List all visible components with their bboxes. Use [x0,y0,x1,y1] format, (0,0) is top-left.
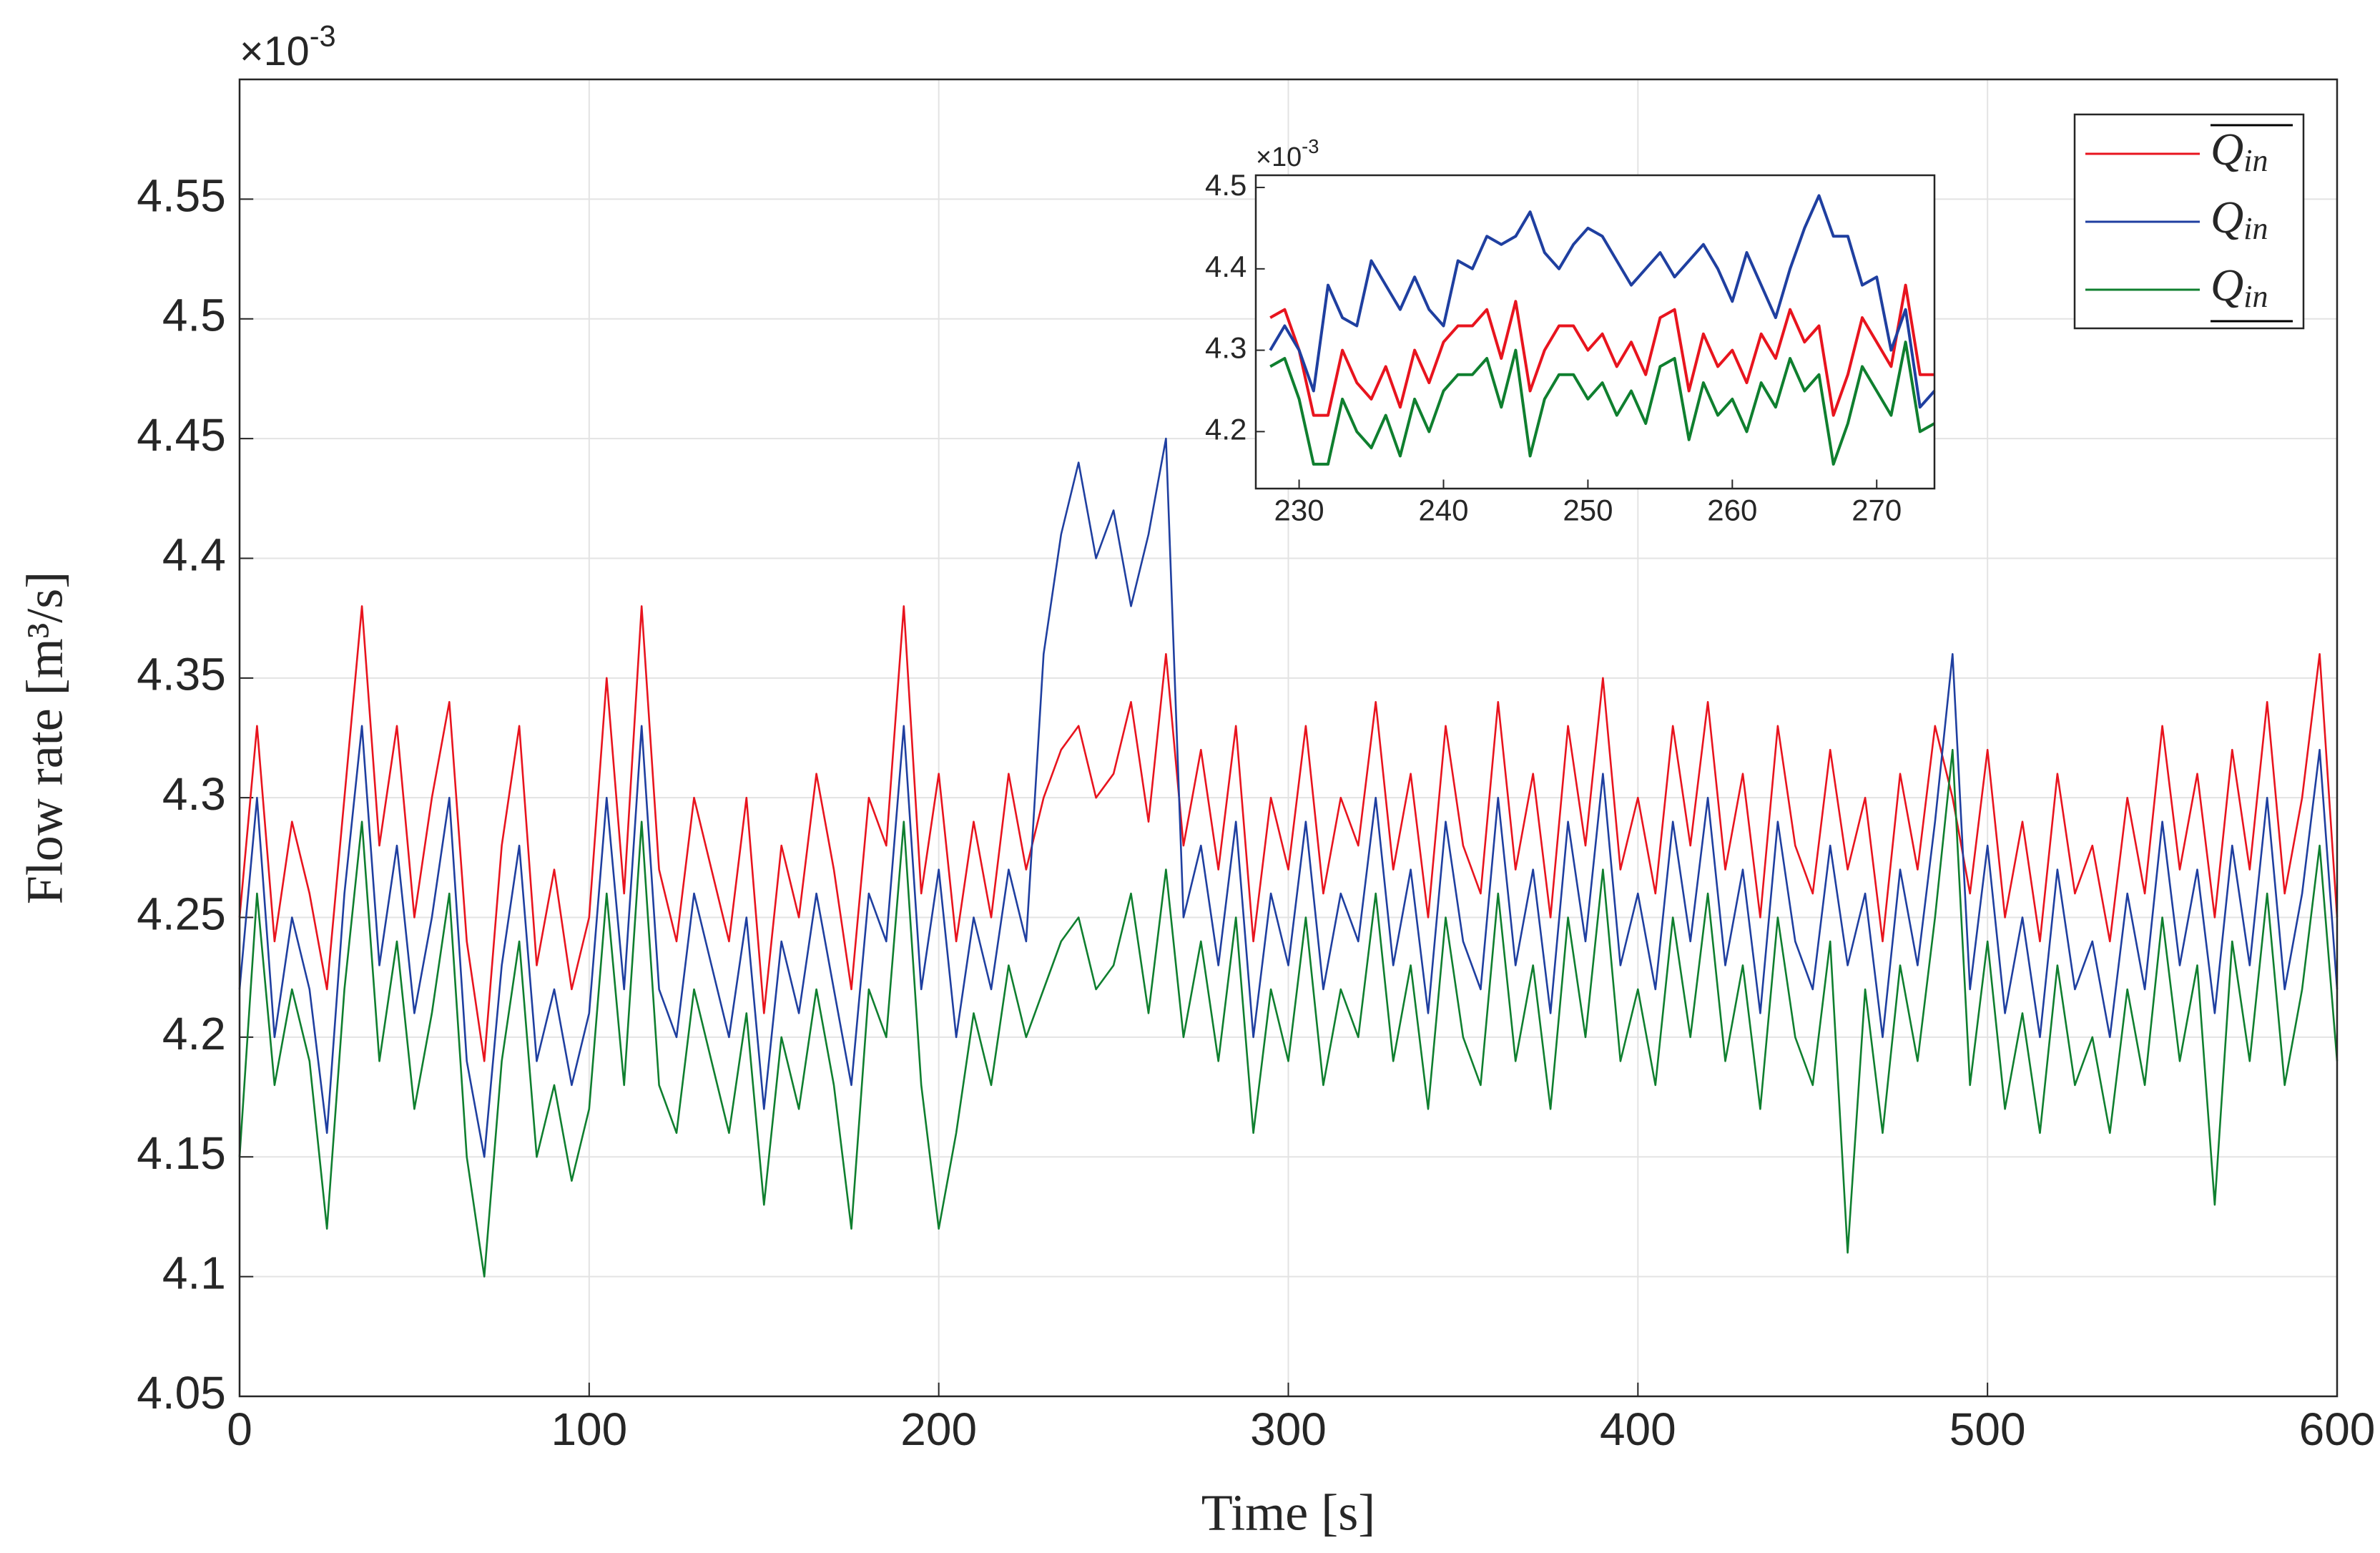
legend-label: Qin [2211,260,2268,314]
x-tick-label: 240 [1418,494,1468,527]
x-tick-label: 230 [1274,494,1324,527]
y-tick-label: 4.2 [1205,412,1246,446]
y-multiplier: ×10-3 [1256,135,1319,172]
main-chart: 0 100 200 300 400 500 600 4.05 4.1 4.15 4.2 4.25 4.3… [16,19,2376,1541]
y-tick-label: 4.3 [1205,331,1246,365]
y-tick-label: 4.5 [1205,168,1246,202]
legend-subscript: in [2243,211,2268,246]
y-tick-label: 4.4 [1205,250,1246,283]
y-tick-label: 4.35 [137,649,226,700]
x-tick-label: 260 [1707,494,1757,527]
series-line [238,748,2339,1278]
multiplier-exponent: -3 [1302,135,1319,157]
legend-name: Q [2211,124,2243,175]
y-tick-label: 4.4 [162,529,226,580]
x-tick-label: 500 [1949,1403,2026,1455]
legend-subscript: in [2243,143,2268,178]
legend-name: Q [2211,260,2243,310]
x-tick-label: 600 [2299,1403,2376,1455]
y-tick-label: 4.05 [137,1367,226,1419]
multiplier-base: ×10 [240,29,310,74]
plot-area [1256,175,1934,489]
y-tick-label: 4.15 [137,1127,226,1179]
plot-border [238,78,2339,1398]
plot-border [1254,174,1936,490]
legend-name: Q [2211,192,2243,242]
y-tick-label: 4.2 [162,1008,226,1059]
legend-subscript: in [2243,279,2268,314]
y-tick-label: 4.25 [137,888,226,939]
y-tick-label: 4.3 [162,768,226,820]
y-tick-label: 4.1 [162,1248,226,1299]
series-line [1269,283,1934,417]
y-tick-label: 4.55 [137,170,226,221]
multiplier-base: ×10 [1256,142,1302,172]
inset-chart: 230 240 250 260 270 4.2 4.3 4.4 4.5 ×10-3 [1205,135,1936,527]
x-tick-label: 400 [1600,1403,1676,1455]
y-axis-label: Flow rate [m³/s] [16,572,74,905]
x-tick-label: 200 [900,1403,977,1455]
x-tick-label: 100 [551,1403,627,1455]
x-tick-label: 250 [1563,494,1613,527]
legend-label: Qin [2211,192,2268,246]
x-tick-label: 300 [1250,1403,1327,1455]
y-tick-label: 4.45 [137,409,226,461]
x-tick-label: 270 [1852,494,1902,527]
legend-label: Qin [2211,124,2268,178]
multiplier-exponent: -3 [310,19,336,52]
series-line [1269,194,1936,409]
x-axis-label: Time [s] [1201,1484,1375,1542]
series-line [238,605,2339,1062]
y-multiplier: ×10-3 [240,19,336,74]
x-tick-label: 0 [227,1403,252,1455]
series-line [1269,341,1935,466]
series-line [238,437,2339,1158]
y-tick-label: 4.5 [162,290,226,341]
